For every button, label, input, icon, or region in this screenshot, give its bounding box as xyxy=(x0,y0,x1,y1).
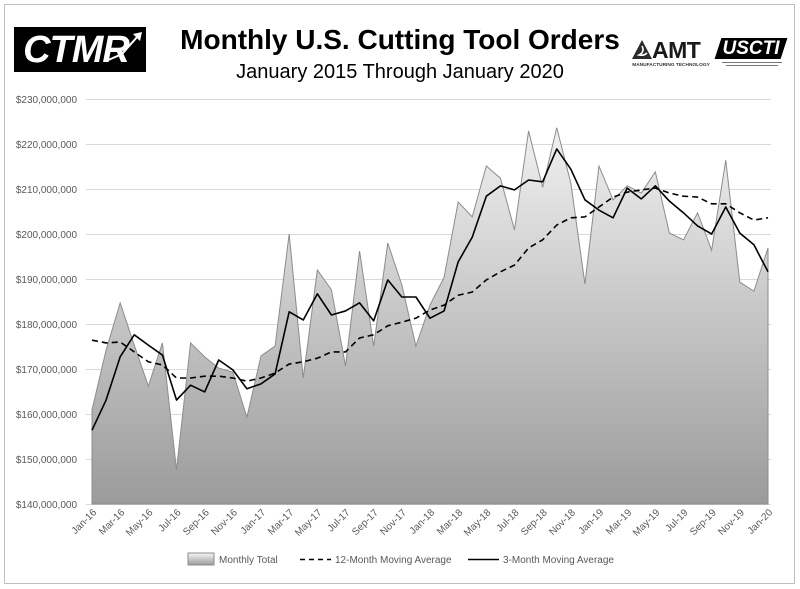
y-tick-label: $140,000,000 xyxy=(16,500,78,511)
y-tick-label: $170,000,000 xyxy=(16,365,78,376)
x-tick-label: Mar-16 xyxy=(97,507,127,537)
legend-label-12-month-moving-average: 12-Month Moving Average xyxy=(335,555,452,566)
y-tick-label: $210,000,000 xyxy=(16,185,78,196)
x-tick-label: Sep-19 xyxy=(688,507,719,538)
x-tick-label: Nov-17 xyxy=(378,507,409,538)
x-tick-label: Jul-17 xyxy=(326,507,353,534)
x-tick-label: Nov-16 xyxy=(209,507,240,538)
amt-logo-tagline: MANUFACTURING TECHNOLOGY xyxy=(631,63,711,69)
x-tick-label: Jan-18 xyxy=(408,507,438,537)
x-tick-label: Sep-18 xyxy=(519,507,550,538)
amt-swirl-icon xyxy=(631,39,653,61)
amt-logo: AMT MANUFACTURING TECHNOLOGY xyxy=(631,38,711,70)
y-tick-label: $230,000,000 xyxy=(16,95,78,106)
legend: Monthly Total 12-Month Moving Average 3-… xyxy=(188,553,614,566)
chart-subtitle: January 2015 Through January 2020 xyxy=(150,60,650,84)
y-tick-label: $200,000,000 xyxy=(16,230,78,241)
x-tick-label: Jan-20 xyxy=(746,507,776,537)
monthly-total-area xyxy=(92,128,768,504)
uscti-logo-text: USCTI xyxy=(713,38,789,59)
x-tick-label: Nov-18 xyxy=(547,507,578,538)
y-tick-label: $150,000,000 xyxy=(16,455,78,466)
x-tick-label: May-18 xyxy=(462,507,494,539)
y-tick-label: $190,000,000 xyxy=(16,275,78,286)
legend-label-monthly-total: Monthly Total xyxy=(219,555,278,566)
amt-logo-text: AMT xyxy=(652,38,700,62)
chart-title: Monthly U.S. Cutting Tool Orders xyxy=(150,23,650,57)
x-tick-label: Jan-17 xyxy=(239,507,269,537)
ctmr-logo-text: CTMR xyxy=(14,27,138,72)
x-tick-label: Jan-19 xyxy=(577,507,607,537)
x-tick-label: Jul-19 xyxy=(664,507,691,534)
x-tick-label: Mar-19 xyxy=(604,507,634,537)
y-tick-label: $180,000,000 xyxy=(16,320,78,331)
y-axis-tick-labels: $230,000,000 $220,000,000 $210,000,000 $200… xyxy=(16,95,78,511)
y-tick-label: $220,000,000 xyxy=(16,140,78,151)
x-tick-label: May-19 xyxy=(631,507,663,539)
legend-label-3-month-moving-average: 3-Month Moving Average xyxy=(503,555,614,566)
y-tick-label: $160,000,000 xyxy=(16,410,78,421)
uscti-tagline-line xyxy=(726,65,778,66)
x-tick-label: Mar-18 xyxy=(435,507,465,537)
x-tick-label: Jul-16 xyxy=(157,507,184,534)
legend-swatch-monthly-total xyxy=(188,553,214,565)
x-tick-label: Sep-17 xyxy=(350,507,381,538)
x-tick-label: Sep-16 xyxy=(181,507,212,538)
uscti-tagline-line xyxy=(722,62,782,63)
uscti-logo: USCTI xyxy=(713,37,789,69)
ctmr-logo: CTMR xyxy=(14,27,146,72)
x-tick-label: Nov-19 xyxy=(716,507,747,538)
x-tick-label: Jan-16 xyxy=(70,507,100,537)
x-tick-label: May-16 xyxy=(124,507,156,539)
x-tick-label: May-17 xyxy=(293,507,325,539)
x-tick-label: Jul-18 xyxy=(495,507,522,534)
x-tick-label: Mar-17 xyxy=(266,507,296,537)
